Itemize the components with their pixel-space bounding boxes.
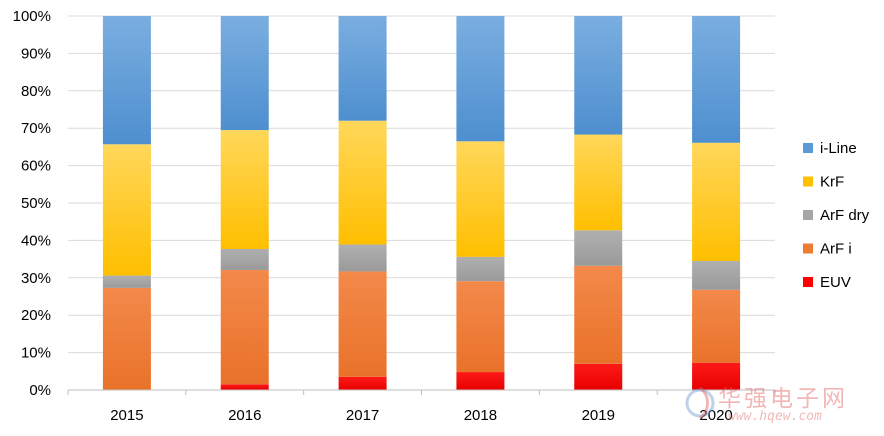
bar-segment-krf	[692, 142, 741, 261]
bar-segment-euv	[692, 362, 741, 390]
y-tick-label: 30%	[21, 270, 51, 287]
bar-segment-krf	[220, 130, 269, 250]
bar-segment-i-line	[338, 16, 387, 121]
legend: i-Line KrF ArF dry ArF i EUV	[803, 140, 870, 291]
bar-segment-i-line	[574, 16, 623, 135]
y-tick-label: 0%	[29, 382, 51, 399]
watermark-brand-text: 华强电子网	[718, 386, 848, 412]
bar-segment-krf	[102, 144, 151, 276]
legend-label-krf: KrF	[820, 174, 844, 191]
bar-segment-euv	[220, 384, 269, 390]
y-tick-label: 60%	[21, 158, 51, 175]
legend-label-arf-dry: ArF dry	[820, 207, 870, 224]
bar-segment-krf	[456, 141, 505, 257]
y-tick-label: 40%	[21, 232, 51, 249]
brand-logo-icon	[685, 386, 715, 420]
y-tick-label: 100%	[13, 8, 51, 25]
bar-segment-arf-dry	[456, 256, 505, 282]
bar-segment-arf-dry	[338, 244, 387, 272]
legend-swatch-arf-dry	[803, 210, 813, 220]
x-tick-label: 2017	[346, 407, 379, 424]
x-tick-label: 2018	[464, 407, 497, 424]
legend-swatch-euv	[803, 277, 813, 287]
y-tick-label: 90%	[21, 45, 51, 62]
bar-segment-arf-i	[456, 281, 505, 373]
x-tick-label: 2019	[582, 407, 615, 424]
y-tick-label: 70%	[21, 120, 51, 137]
bar-segment-arf-i	[220, 269, 269, 385]
bar-segment-arf-dry	[220, 249, 269, 270]
axes: 0% 10% 20% 30% 40% 50% 60% 70% 80% 90% 100% 2015 201…	[13, 8, 776, 424]
bar-segment-arf-dry	[102, 275, 151, 288]
bar-segment-euv	[456, 372, 505, 390]
watermark-url-text: www.hqew.com	[728, 409, 822, 424]
y-tick-label: 50%	[21, 195, 51, 212]
legend-swatch-i-line	[803, 143, 813, 153]
bar-segment-i-line	[102, 16, 151, 145]
legend-label-i-line: i-Line	[820, 140, 857, 157]
bar-segment-i-line	[220, 16, 269, 131]
bar-segment-arf-dry	[692, 260, 741, 290]
gridlines	[68, 15, 775, 354]
bar-segment-arf-i	[574, 265, 623, 364]
bar-segment-arf-i	[102, 287, 151, 390]
bar-segment-arf-i	[692, 289, 741, 363]
bar-segment-euv	[574, 363, 623, 390]
y-tick-label: 10%	[21, 345, 51, 362]
x-tick-label: 2016	[228, 407, 261, 424]
y-tick-label: 80%	[21, 83, 51, 100]
x-tick-label: 2015	[110, 407, 143, 424]
watermark: 华强电子网 www.hqew.com	[684, 381, 882, 433]
bars	[102, 16, 741, 390]
bar-segment-euv	[338, 376, 387, 390]
bar-segment-krf	[574, 134, 623, 231]
legend-swatch-krf	[803, 176, 813, 187]
bar-segment-arf-dry	[574, 230, 623, 266]
bar-segment-i-line	[692, 16, 741, 143]
bar-segment-i-line	[456, 16, 505, 142]
legend-swatch-arf-i	[803, 243, 813, 254]
bar-segment-arf-i	[338, 271, 387, 377]
bar-segment-krf	[338, 120, 387, 245]
y-tick-label: 20%	[21, 307, 51, 324]
legend-label-euv: EUV	[820, 274, 851, 291]
legend-label-arf-i: ArF i	[820, 241, 852, 258]
x-tick-label: 2020	[699, 407, 732, 424]
